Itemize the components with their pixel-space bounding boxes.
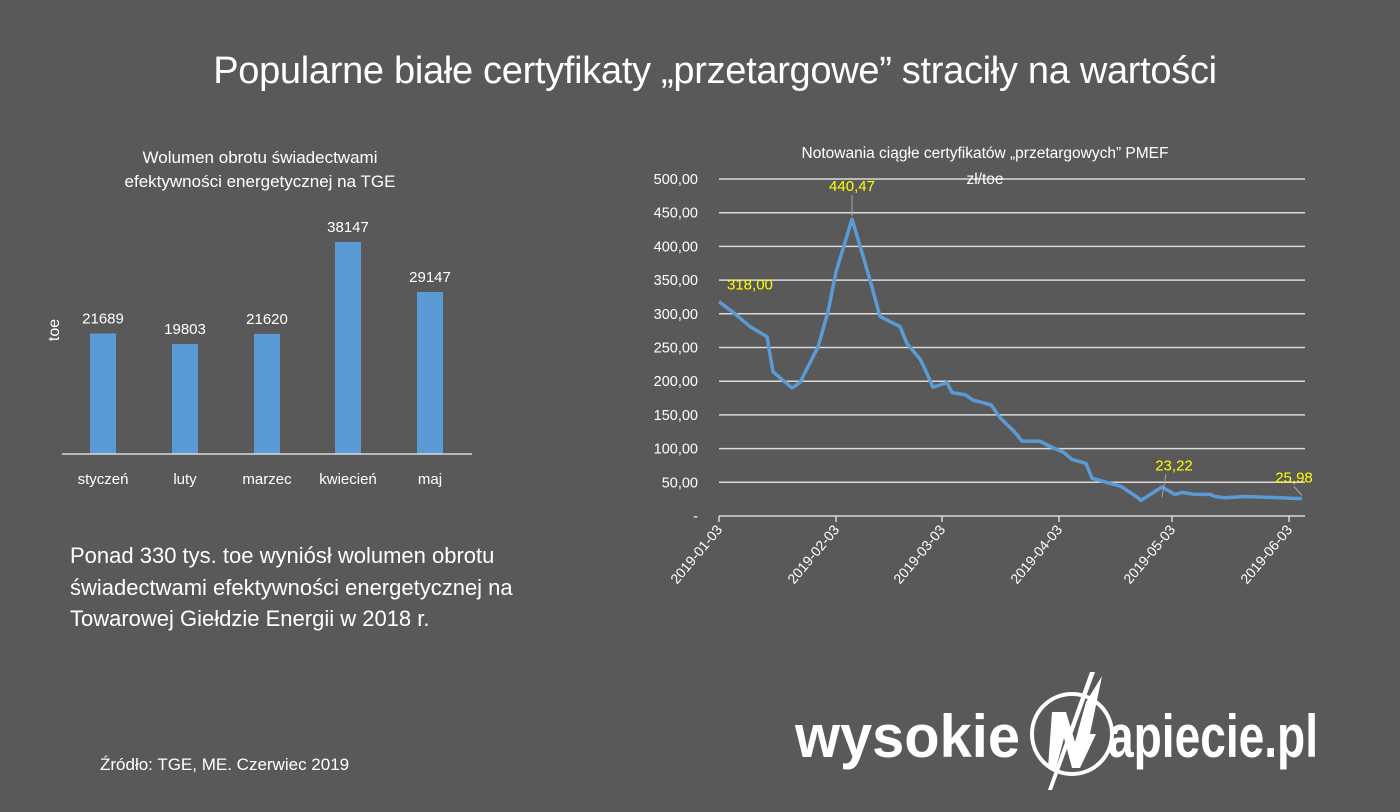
bar-chart: 21689 styczeń 19803 luty 21620 marzec 38147 kwi… — [46, 219, 472, 488]
y-tick-label: 450,00 — [654, 206, 698, 222]
y-tick-label: - — [693, 509, 698, 525]
bar-category-label: maj — [418, 471, 442, 488]
x-tick-label: 2019-01-03 — [667, 521, 725, 586]
bar-chart-title-line-2: efektywności energetycznej na TGE — [124, 172, 396, 191]
bar-category-label: luty — [173, 471, 197, 488]
y-tick-label: 300,00 — [654, 307, 698, 323]
bar-luty — [172, 343, 198, 454]
bar-y-axis-label: toe — [46, 319, 63, 341]
logo-text-right: apiecie.pl — [1108, 703, 1318, 770]
data-annotation: 23,22 — [1155, 457, 1193, 474]
y-tick-label: 250,00 — [654, 341, 698, 357]
bar-kwiecień — [335, 242, 361, 454]
bar-marzec — [254, 333, 280, 454]
y-tick-label: 400,00 — [654, 239, 698, 255]
x-tick-label: 2019-03-03 — [890, 521, 948, 586]
bar-value-label: 29147 — [409, 269, 451, 286]
bar-value-label: 21689 — [82, 310, 124, 327]
lightning-N-icon — [1030, 672, 1114, 790]
y-tick-label: 350,00 — [654, 273, 698, 289]
x-tick-label: 2019-05-03 — [1120, 521, 1178, 586]
y-tick-label: 500,00 — [654, 172, 698, 188]
logo-text-left: wysokie — [794, 703, 1020, 770]
y-tick-label: 100,00 — [654, 442, 698, 458]
line-chart-title: Notowania ciągłe certyfikatów „przetargo… — [802, 145, 1169, 162]
x-tick-label: 2019-02-03 — [784, 521, 842, 586]
bar-chart-title: Wolumen obrotu świadectwami efektywności… — [50, 146, 470, 194]
bar-value-label: 19803 — [164, 321, 206, 338]
wysokienapiecie-logo: wysokie apiecie.pl — [794, 672, 1318, 790]
bar-category-label: marzec — [242, 471, 292, 488]
summary-text: Ponad 330 tys. toe wyniósł wolumen obrot… — [70, 543, 513, 631]
x-tick-label: 2019-06-03 — [1237, 521, 1295, 586]
y-tick-label: 150,00 — [654, 408, 698, 424]
line-chart: - 50,00 100,00 150,00 200,00 250,00 300,00 350,… — [654, 145, 1313, 587]
y-tick-label: 200,00 — [654, 374, 698, 390]
bar-styczeń — [90, 333, 116, 454]
bar-value-label: 21620 — [246, 311, 288, 328]
x-tick-label: 2019-04-03 — [1007, 521, 1065, 586]
bar-value-label: 38147 — [327, 219, 369, 236]
source-note: Źródło: TGE, ME. Czerwiec 2019 — [100, 755, 350, 774]
data-annotation: 318,00 — [727, 277, 773, 294]
data-annotation: 440,47 — [829, 178, 875, 195]
data-annotation: 25,98 — [1275, 469, 1313, 486]
bar-maj — [417, 292, 443, 454]
line-chart-unit: zł/toe — [966, 171, 1003, 188]
page-title: Popularne białe certyfikaty „przetargowe… — [213, 50, 1217, 92]
y-tick-label: 50,00 — [662, 475, 698, 491]
bar-category-label: styczeń — [78, 471, 129, 488]
bar-category-label: kwiecień — [319, 471, 377, 488]
pmef-price-line — [717, 217, 1303, 503]
bar-chart-title-line-1: Wolumen obrotu świadectwami — [142, 148, 378, 167]
